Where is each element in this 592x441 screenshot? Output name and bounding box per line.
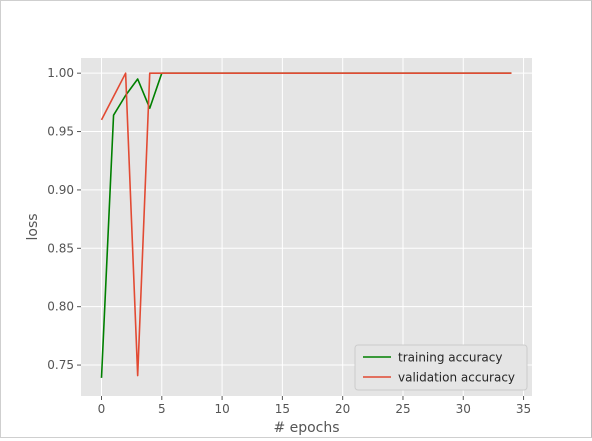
series-lines xyxy=(100,72,512,378)
x-tick-label: 0 xyxy=(98,402,106,416)
y-axis-ticks: 0.75 0.80 0.85 0.90 0.95 1.00 xyxy=(47,66,81,372)
y-tick-label: 1.00 xyxy=(47,66,74,80)
y-tick-label: 0.80 xyxy=(47,300,74,314)
y-tick-label: 0.85 xyxy=(47,241,74,255)
plot-area xyxy=(81,58,532,396)
y-tick-label: 0.75 xyxy=(47,358,74,372)
y-tick-label: 0.95 xyxy=(47,125,74,139)
x-tick-label: 10 xyxy=(214,402,229,416)
x-axis-label: # epochs xyxy=(273,420,339,436)
x-tick-label: 25 xyxy=(395,402,410,416)
x-tick-label: 30 xyxy=(456,402,471,416)
x-tick-label: 35 xyxy=(516,402,531,416)
legend: training accuracy validation accuracy xyxy=(354,344,528,391)
legend-label-validation: validation accuracy xyxy=(398,371,515,385)
y-tick-label: 0.90 xyxy=(47,183,74,197)
y-axis-label: loss xyxy=(25,213,41,240)
x-tick-label: 5 xyxy=(158,402,166,416)
series-line-validation-accuracy xyxy=(100,72,512,377)
legend-label-training: training accuracy xyxy=(398,351,502,365)
x-axis-ticks: 0 5 10 15 20 25 30 35 xyxy=(98,396,531,416)
legend-box xyxy=(354,344,528,391)
x-tick-label: 15 xyxy=(275,402,290,416)
x-tick-label: 20 xyxy=(335,402,350,416)
